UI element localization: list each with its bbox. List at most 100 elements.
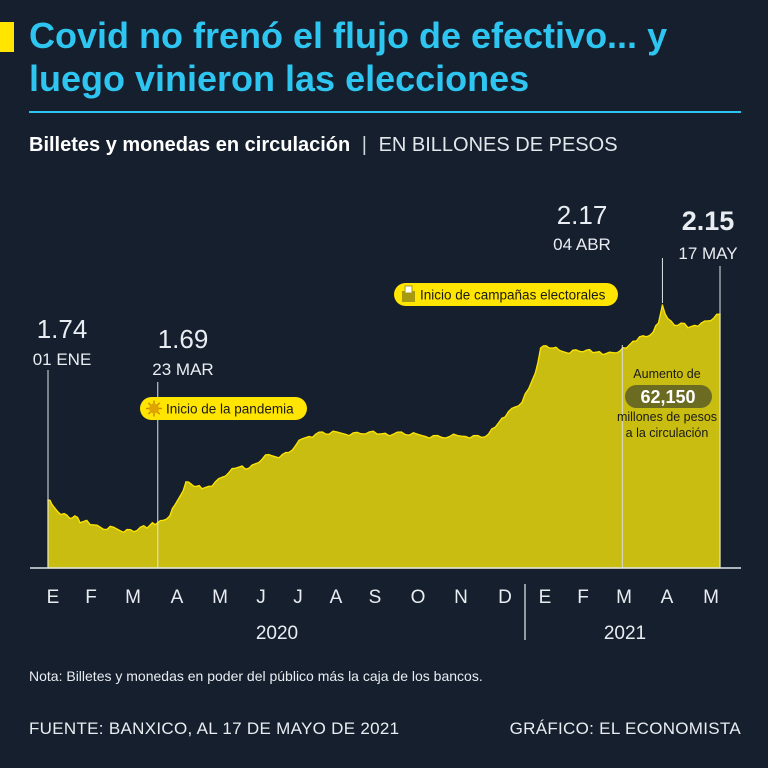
callout-badge — [625, 385, 712, 408]
data-point — [132, 530, 135, 533]
x-tick-label: E — [47, 587, 60, 608]
data-point — [79, 521, 81, 524]
data-point — [632, 340, 634, 343]
data-point — [261, 458, 264, 461]
data-point — [700, 322, 703, 324]
data-point — [480, 436, 483, 439]
callout-text: millones de pesos — [617, 410, 717, 424]
data-point — [360, 433, 363, 435]
year-label: 2021 — [604, 623, 646, 644]
data-point — [344, 433, 347, 436]
data-point — [336, 431, 338, 433]
event-label: Inicio de campañas electorales — [420, 288, 606, 303]
data-point — [352, 432, 355, 434]
title-divider — [29, 111, 741, 113]
data-point — [657, 322, 660, 324]
data-point — [190, 483, 192, 485]
x-tick-label: A — [661, 587, 674, 608]
data-point — [51, 503, 53, 506]
data-point — [162, 519, 164, 522]
data-point — [201, 487, 203, 490]
annotation-value: 2.17 — [557, 200, 608, 230]
data-point — [227, 472, 230, 474]
data-point — [92, 524, 95, 526]
data-point — [472, 434, 475, 437]
data-point — [321, 431, 324, 433]
data-point — [673, 324, 676, 327]
x-tick-label: A — [171, 587, 184, 608]
callout-text: a la circulación — [626, 426, 709, 440]
data-point — [448, 435, 451, 438]
annotation-date: 23 MAR — [152, 360, 213, 379]
data-point — [440, 436, 443, 439]
x-tick-label: O — [411, 587, 426, 608]
data-point — [558, 349, 561, 352]
data-point — [693, 324, 696, 327]
data-point — [234, 467, 237, 470]
data-point — [274, 456, 277, 458]
data-point — [612, 351, 614, 354]
data-point — [638, 335, 641, 338]
x-tick-label: D — [498, 587, 512, 608]
x-tick-label: M — [212, 587, 228, 608]
data-point — [424, 435, 427, 438]
data-point — [139, 526, 142, 528]
data-point — [605, 352, 607, 355]
x-tick-label: J — [293, 587, 303, 608]
data-point — [585, 349, 587, 352]
annotation-value: 1.69 — [158, 324, 209, 354]
chart-subtitle: Billetes y monedas en circulación | EN B… — [29, 134, 618, 157]
data-point — [63, 512, 65, 515]
annotation-date: 04 ABR — [553, 235, 611, 254]
data-point — [501, 417, 503, 420]
data-point — [384, 432, 387, 435]
data-point — [308, 435, 310, 438]
graphic-credit: GRÁFICO: EL ECONOMISTA — [509, 719, 741, 738]
data-point — [56, 510, 59, 513]
data-point — [86, 519, 88, 522]
x-tick-label: M — [616, 587, 632, 608]
data-point — [248, 467, 250, 470]
data-point — [68, 517, 71, 519]
data-point — [207, 485, 210, 488]
data-point — [400, 431, 403, 433]
data-point — [392, 433, 395, 436]
subtitle-main: Billetes y monedas en circulación — [29, 134, 351, 156]
chart-note: Nota: Billetes y monedas en poder del pú… — [29, 668, 483, 684]
data-point — [416, 433, 419, 436]
annotation-value: 2.15 — [682, 206, 735, 236]
data-point — [241, 465, 243, 467]
data-point — [592, 351, 594, 354]
event-pill — [394, 283, 618, 306]
data-point — [527, 388, 530, 390]
subtitle-unit: EN BILLONES DE PESOS — [378, 134, 618, 156]
callout-value: 62,150 — [640, 387, 695, 407]
data-point — [514, 406, 516, 408]
x-tick-label: F — [85, 587, 97, 608]
data-point — [652, 331, 654, 334]
data-point — [169, 515, 171, 517]
annotation-date: 01 ENE — [33, 350, 92, 369]
data-point — [294, 444, 297, 447]
data-point — [254, 462, 257, 465]
data-point — [661, 304, 664, 306]
data-point — [74, 515, 76, 517]
data-point — [487, 433, 490, 436]
data-point — [712, 317, 715, 320]
data-point — [521, 401, 523, 404]
data-point — [687, 326, 689, 329]
accent-bar — [0, 22, 14, 52]
data-point — [376, 433, 379, 436]
x-tick-label: F — [577, 587, 589, 608]
data-point — [707, 320, 709, 322]
data-point — [179, 494, 182, 497]
subtitle-separator: | — [361, 134, 367, 156]
data-point — [99, 526, 101, 528]
source-credit: FUENTE: BANXICO, AL 17 DE MAYO DE 2021 — [29, 719, 400, 738]
data-point — [214, 481, 217, 483]
data-point — [408, 434, 411, 436]
x-tick-label: N — [454, 587, 468, 608]
data-point — [507, 410, 510, 413]
data-point — [268, 453, 270, 456]
